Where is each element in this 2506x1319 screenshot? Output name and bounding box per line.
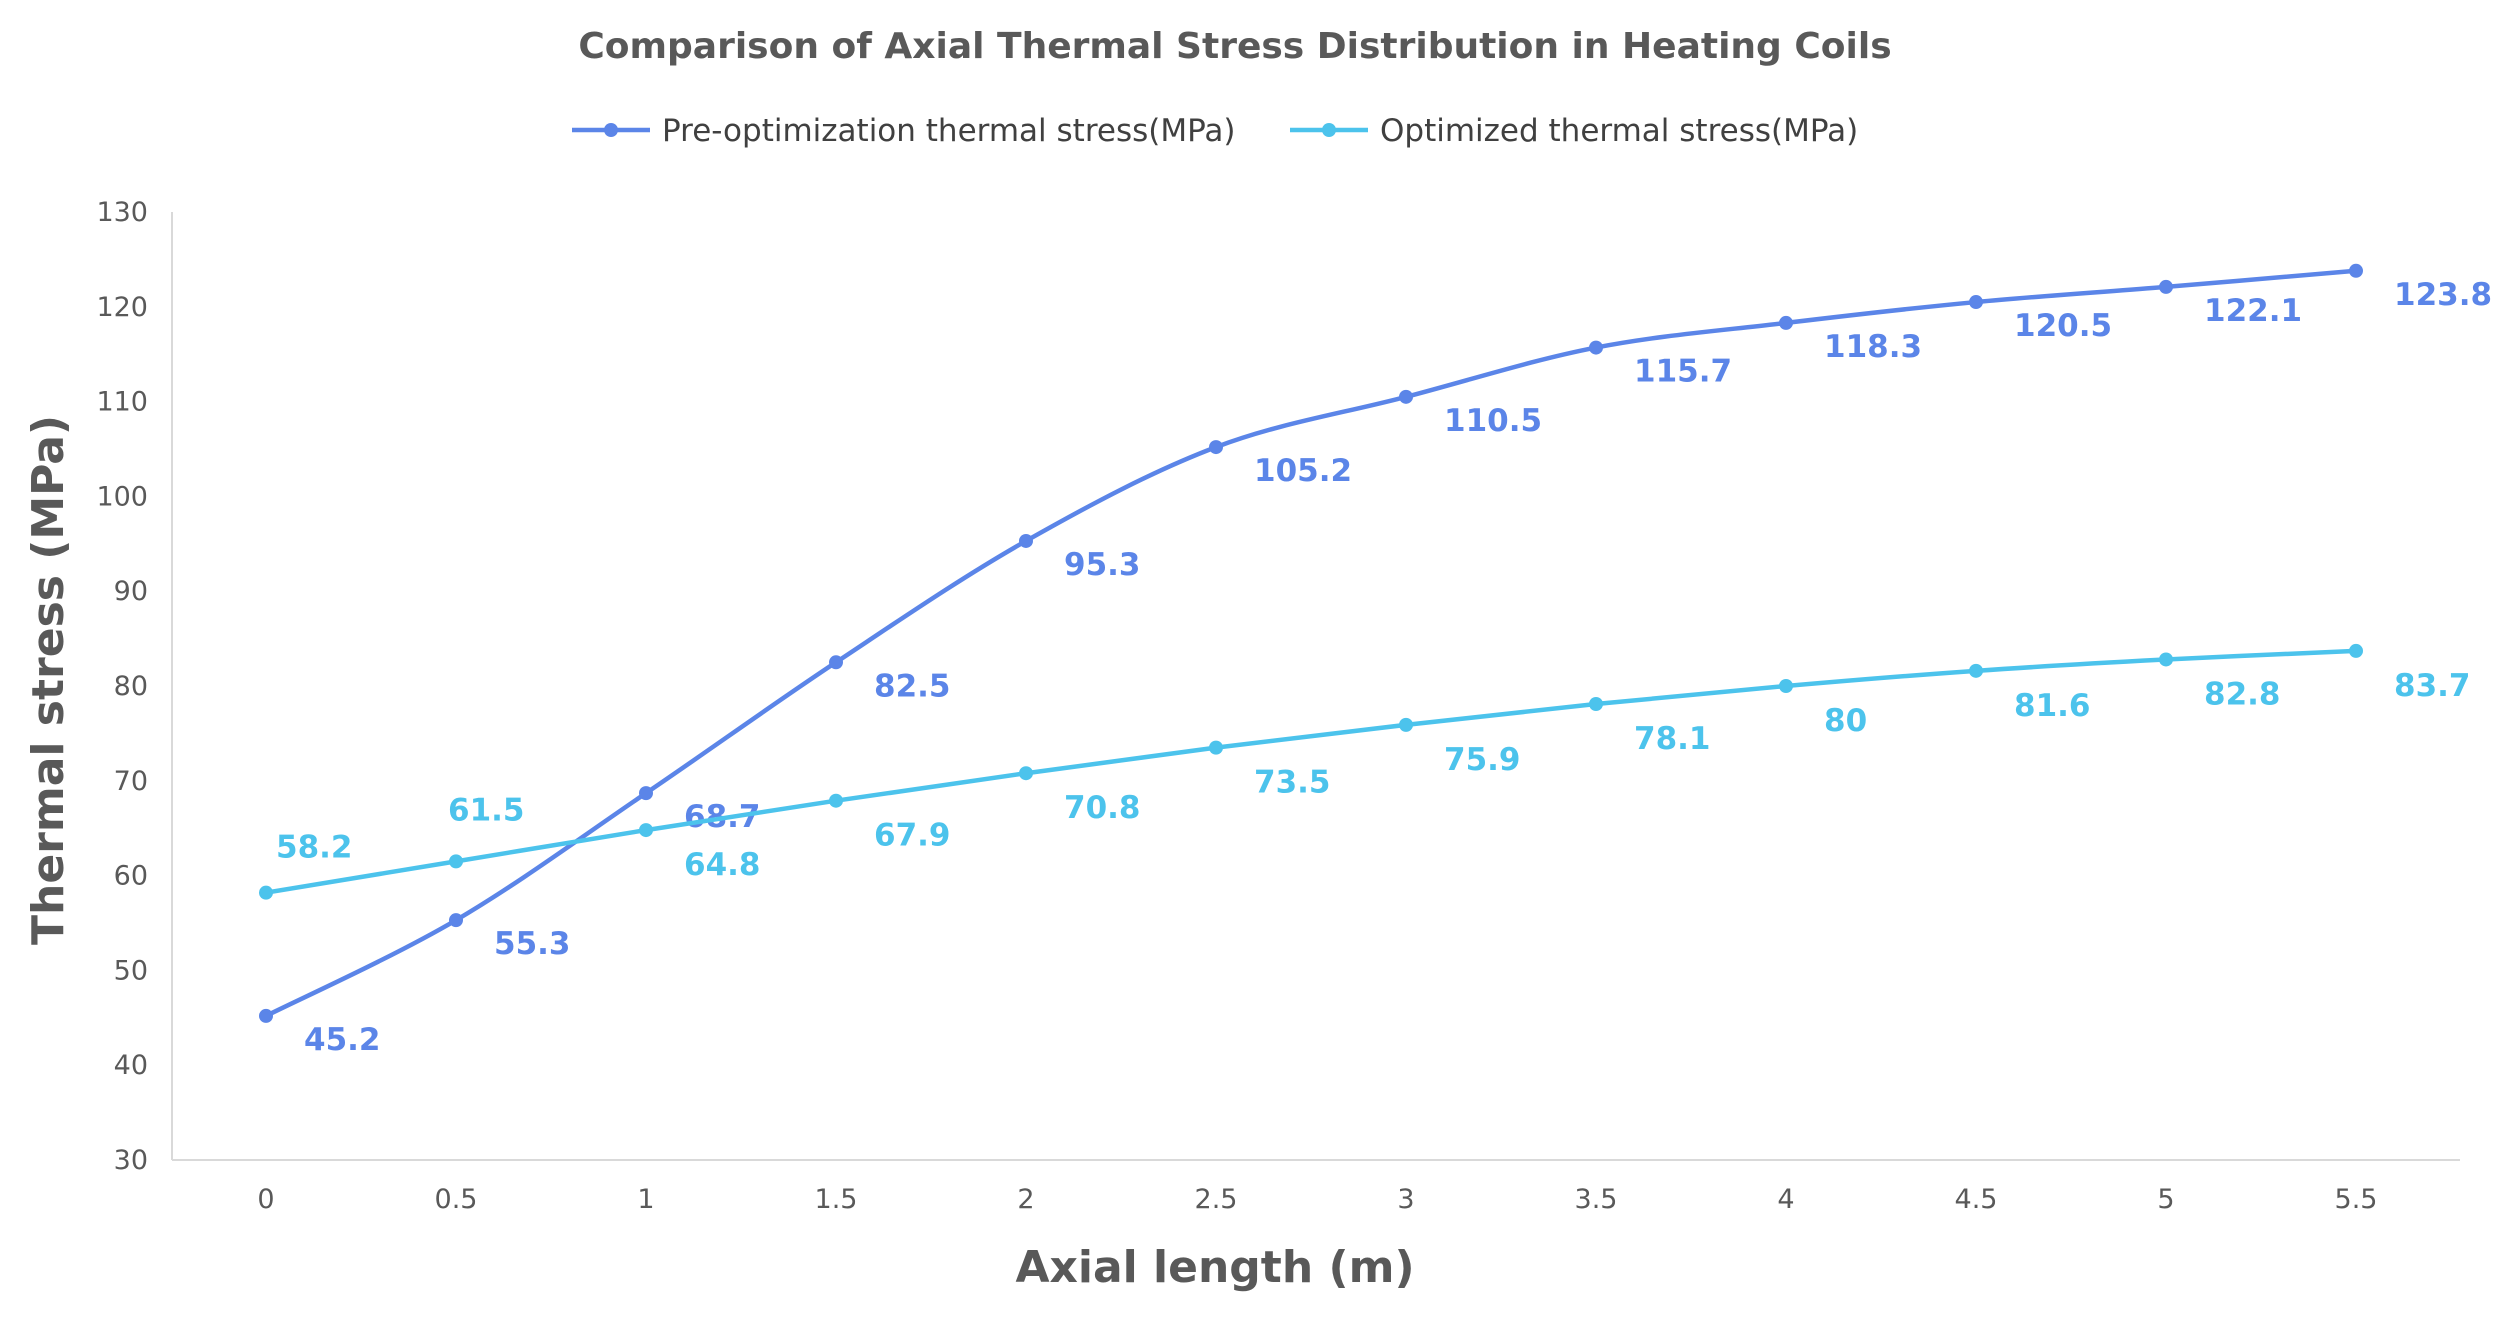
x-tick-label: 2 [1017, 1184, 1034, 1215]
data-point[interactable] [1399, 717, 1413, 732]
data-point[interactable] [449, 913, 463, 928]
legend-label: Pre-optimization thermal stress(MPa) [662, 113, 1236, 149]
data-label: 70.8 [1064, 790, 1141, 826]
data-label: 81.6 [2014, 688, 2091, 724]
y-tick-labels: 30 40 50 60 70 80 90 100 110 120 130 [96, 197, 148, 1176]
data-point[interactable] [1399, 389, 1413, 404]
x-tick-label: 4 [1777, 1184, 1794, 1215]
data-label: 95.3 [1064, 547, 1141, 583]
data-point[interactable] [1209, 740, 1223, 755]
data-label: 82.8 [2204, 676, 2281, 712]
y-tick-label: 120 [96, 292, 148, 323]
data-label: 82.5 [874, 668, 951, 704]
series-1: 45.255.368.782.595.3105.2110.5115.7118.3… [259, 263, 2492, 1058]
series-layer: 45.255.368.782.595.3105.2110.5115.7118.3… [259, 263, 2492, 1058]
data-label: 73.5 [1254, 765, 1331, 801]
data-point[interactable] [449, 854, 463, 869]
data-point[interactable] [1969, 295, 1983, 310]
data-label: 123.8 [2394, 277, 2492, 313]
data-point[interactable] [2349, 643, 2363, 658]
data-point[interactable] [1209, 440, 1223, 455]
data-point[interactable] [259, 1008, 273, 1023]
data-point[interactable] [829, 655, 843, 670]
data-point[interactable] [829, 793, 843, 808]
x-axis-title: Axial length (m) [1015, 1242, 1414, 1293]
data-point[interactable] [2159, 279, 2173, 294]
data-label: 55.3 [494, 926, 571, 962]
data-label: 58.2 [276, 830, 353, 866]
y-tick-label: 40 [114, 1050, 148, 1081]
data-point[interactable] [639, 786, 653, 801]
data-label: 110.5 [1444, 403, 1542, 439]
data-label: 122.1 [2204, 293, 2302, 329]
data-label: 75.9 [1444, 742, 1521, 778]
y-tick-label: 70 [114, 766, 148, 797]
data-point[interactable] [1019, 766, 1033, 781]
data-point[interactable] [2159, 652, 2173, 667]
data-label: 80 [1824, 703, 1867, 739]
data-point[interactable] [1019, 533, 1033, 548]
x-tick-label: 0.5 [435, 1184, 478, 1215]
x-tick-label: 0 [257, 1184, 274, 1215]
x-tick-labels: 0 0.5 1 1.5 2 2.5 3 3.5 4 4.5 5 5.5 [257, 1184, 2377, 1215]
y-axis-title: Thermal stress (MPa) [23, 415, 74, 945]
data-label: 83.7 [2394, 668, 2471, 704]
x-tick-label: 3.5 [1575, 1184, 1618, 1215]
series-2: 58.2 61.5 64.8 67.9 70.8 73.5 75.9 78.1 80 81.6 82… [259, 643, 2471, 900]
x-tick-label: 5.5 [2335, 1184, 2378, 1215]
x-tick-label: 1 [637, 1184, 654, 1215]
data-label: 120.5 [2014, 308, 2112, 344]
chart-title: Comparison of Axial Thermal Stress Distr… [578, 26, 1891, 67]
x-tick-label: 5 [2157, 1184, 2174, 1215]
axes [171, 212, 2460, 1161]
y-tick-label: 130 [96, 197, 148, 228]
legend-item[interactable]: Pre-optimization thermal stress(MPa) [572, 113, 1236, 149]
data-label: 105.2 [1254, 453, 1352, 489]
x-tick-label: 2.5 [1195, 1184, 1238, 1215]
data-point[interactable] [639, 823, 653, 838]
y-tick-label: 60 [114, 861, 148, 892]
y-tick-label: 30 [114, 1145, 148, 1176]
legend[interactable]: Pre-optimization thermal stress(MPa) Opti… [572, 113, 1858, 149]
y-tick-label: 80 [114, 671, 148, 702]
data-label: 45.2 [304, 1022, 381, 1058]
data-point[interactable] [1779, 679, 1793, 693]
legend-label: Optimized thermal stress(MPa) [1380, 113, 1858, 149]
legend-marker [604, 123, 618, 137]
data-point[interactable] [1969, 663, 1983, 678]
data-point[interactable] [2349, 263, 2363, 278]
legend-marker [1322, 123, 1336, 137]
data-point[interactable] [1589, 340, 1603, 355]
y-tick-label: 50 [114, 955, 148, 986]
data-label: 64.8 [684, 847, 761, 883]
x-tick-label: 4.5 [1955, 1184, 1998, 1215]
data-label: 67.9 [874, 818, 951, 854]
series-line [263, 648, 2359, 895]
data-label: 118.3 [1824, 329, 1922, 365]
x-tick-label: 3 [1397, 1184, 1414, 1215]
series-line [263, 268, 2359, 1019]
data-point[interactable] [1779, 315, 1793, 330]
x-tick-label: 1.5 [815, 1184, 858, 1215]
y-tick-label: 110 [96, 387, 148, 418]
y-tick-label: 90 [114, 576, 148, 607]
data-point[interactable] [1589, 697, 1603, 712]
data-label: 115.7 [1634, 354, 1732, 390]
data-label: 61.5 [448, 792, 525, 828]
legend-item[interactable]: Optimized thermal stress(MPa) [1290, 113, 1858, 149]
data-label: 78.1 [1634, 721, 1711, 757]
y-tick-label: 100 [96, 481, 148, 512]
data-point[interactable] [259, 885, 273, 900]
